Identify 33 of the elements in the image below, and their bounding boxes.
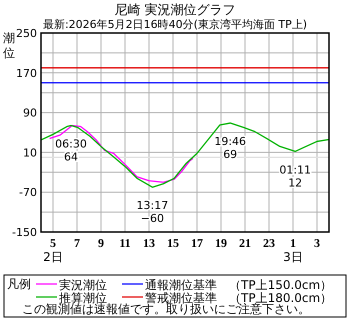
x-tick-label: 5 [50,236,56,250]
y-axis-title: 潮位 [3,31,15,60]
legend-label: 推算潮位 [59,291,107,305]
y-tick-label: 10 [23,146,37,160]
line-series [48,124,194,183]
x-tick-label: 7 [74,236,80,250]
text: 3日 [283,250,303,264]
x-tick-label: 11 [119,236,131,250]
x-tick-label: 15 [167,236,179,250]
x-tick-label: 19 [215,236,227,250]
x-tick-label: 3 [314,236,320,250]
x-tick-label: 1 [290,236,296,250]
x-tick-label: 23 [263,236,275,250]
y-tick-label: -150 [12,226,37,239]
annotation: 06:30 64 [55,138,87,164]
line-series [40,122,330,188]
annotation: 13:17 −60 [136,199,168,226]
legend-label: 実況潮位 [59,278,107,292]
chart-title: 尼崎 実況潮位グラフ [114,2,236,18]
y-tick-label: -70 [19,186,37,200]
y-tick-label: 170 [16,66,37,80]
x-tick-label: 13 [143,236,155,250]
legend-title: 凡例 [7,277,31,291]
annotation: 19:46 69 [214,135,246,162]
x-tick-label: 17 [191,236,203,250]
y-tick-label: 250 [16,27,37,40]
x-tick-label: 9 [98,236,104,250]
annotation: 01:11 12 [279,163,312,190]
chart-subtitle: 最新:2026年5月2日16時40分(東京湾平均海面 TP上) [42,18,308,31]
text: 2日 [43,250,63,264]
legend-label: 通報潮位基準 （TP上150.0cm） [145,278,332,292]
x-tick-label: 21 [239,236,251,250]
y-tick-label: 90 [23,106,37,120]
